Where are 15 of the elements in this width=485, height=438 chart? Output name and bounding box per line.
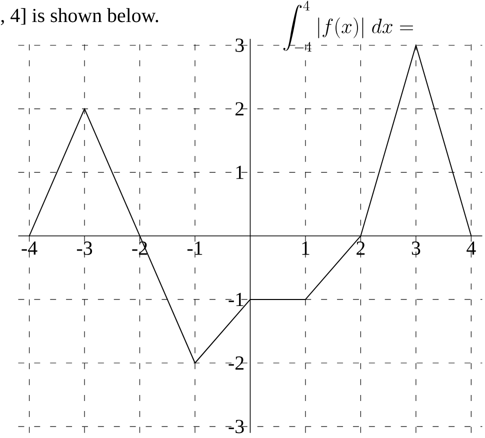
y-tick-label: -3 [228, 420, 244, 434]
x-tick-label: 3 [412, 242, 420, 255]
chart-title: , 4] is shown below. [0, 8, 158, 26]
x-tick-label: -1 [187, 242, 202, 255]
x-tick-label: -3 [76, 242, 92, 255]
annotation: $\displaystyle\int_{-4}^{4} |f(x)|\; dx =$ [283, 0, 413, 52]
y-tick-label: 3 [236, 38, 244, 52]
y-tick-label: -2 [228, 356, 244, 370]
x-tick-label: -4 [22, 242, 38, 255]
x-tick-label: 4 [466, 242, 476, 255]
y-tick-label: 1 [236, 166, 244, 179]
x-tick-label: 2 [356, 242, 365, 255]
y-tick-label: 2 [236, 102, 244, 116]
x-tick-label: 1 [302, 242, 310, 255]
y-tick-label: -1 [228, 292, 244, 306]
